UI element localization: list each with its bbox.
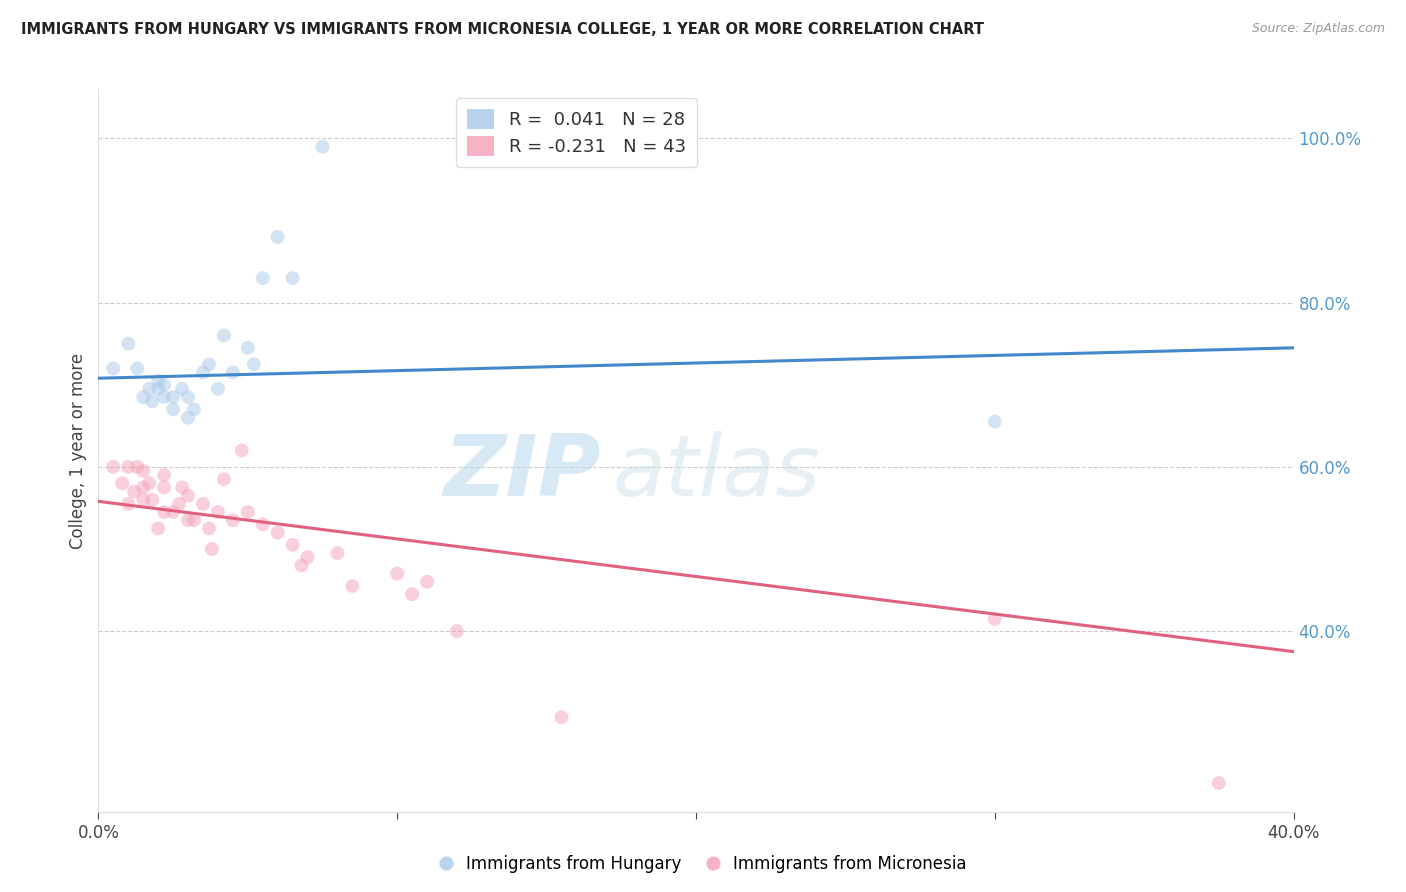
Point <box>111 476 134 491</box>
Point <box>236 341 259 355</box>
Point <box>172 480 194 494</box>
Point <box>446 624 468 638</box>
Point <box>198 357 221 371</box>
Point <box>167 497 190 511</box>
Point <box>212 328 235 343</box>
Text: Source: ZipAtlas.com: Source: ZipAtlas.com <box>1251 22 1385 36</box>
Point <box>141 394 163 409</box>
Point <box>153 390 176 404</box>
Point <box>191 366 214 380</box>
Point <box>222 366 245 380</box>
Point <box>153 505 176 519</box>
Point <box>236 505 259 519</box>
Point <box>281 538 304 552</box>
Text: atlas: atlas <box>613 431 820 514</box>
Point <box>148 374 170 388</box>
Point <box>222 513 245 527</box>
Point <box>243 357 266 371</box>
Point <box>148 521 170 535</box>
Point <box>117 336 139 351</box>
Point <box>103 361 125 376</box>
Point <box>201 541 224 556</box>
Point <box>212 472 235 486</box>
Point <box>550 710 572 724</box>
Legend: R =  0.041   N = 28, R = -0.231   N = 43: R = 0.041 N = 28, R = -0.231 N = 43 <box>457 98 696 167</box>
Point <box>153 468 176 483</box>
Point <box>297 550 319 565</box>
Point <box>124 484 146 499</box>
Point <box>401 587 423 601</box>
Point <box>162 390 184 404</box>
Point <box>177 410 200 425</box>
Point <box>207 505 229 519</box>
Point <box>1208 776 1230 790</box>
Point <box>172 382 194 396</box>
Point <box>132 480 155 494</box>
Point <box>153 377 176 392</box>
Point <box>141 492 163 507</box>
Point <box>281 271 304 285</box>
Point <box>198 521 221 535</box>
Point <box>127 361 149 376</box>
Point <box>183 513 205 527</box>
Point <box>984 415 1007 429</box>
Point <box>267 230 290 244</box>
Point <box>127 459 149 474</box>
Point <box>103 459 125 474</box>
Point <box>117 497 139 511</box>
Point <box>252 271 274 285</box>
Point <box>207 382 229 396</box>
Point <box>162 402 184 417</box>
Point <box>267 525 290 540</box>
Point <box>153 480 176 494</box>
Point <box>416 574 439 589</box>
Point <box>984 612 1007 626</box>
Point <box>132 492 155 507</box>
Text: ZIP: ZIP <box>443 431 600 514</box>
Point <box>177 489 200 503</box>
Point <box>252 517 274 532</box>
Y-axis label: College, 1 year or more: College, 1 year or more <box>69 352 87 549</box>
Text: IMMIGRANTS FROM HUNGARY VS IMMIGRANTS FROM MICRONESIA COLLEGE, 1 YEAR OR MORE CO: IMMIGRANTS FROM HUNGARY VS IMMIGRANTS FR… <box>21 22 984 37</box>
Point <box>148 382 170 396</box>
Point <box>231 443 253 458</box>
Legend: Immigrants from Hungary, Immigrants from Micronesia: Immigrants from Hungary, Immigrants from… <box>433 848 973 880</box>
Point <box>138 476 160 491</box>
Point <box>117 459 139 474</box>
Point <box>342 579 364 593</box>
Point <box>138 382 160 396</box>
Point <box>162 505 184 519</box>
Point <box>385 566 409 581</box>
Point <box>326 546 349 560</box>
Point <box>291 558 314 573</box>
Point <box>132 390 155 404</box>
Point <box>311 139 333 153</box>
Point <box>183 402 205 417</box>
Point <box>191 497 214 511</box>
Point <box>132 464 155 478</box>
Point <box>177 390 200 404</box>
Point <box>177 513 200 527</box>
